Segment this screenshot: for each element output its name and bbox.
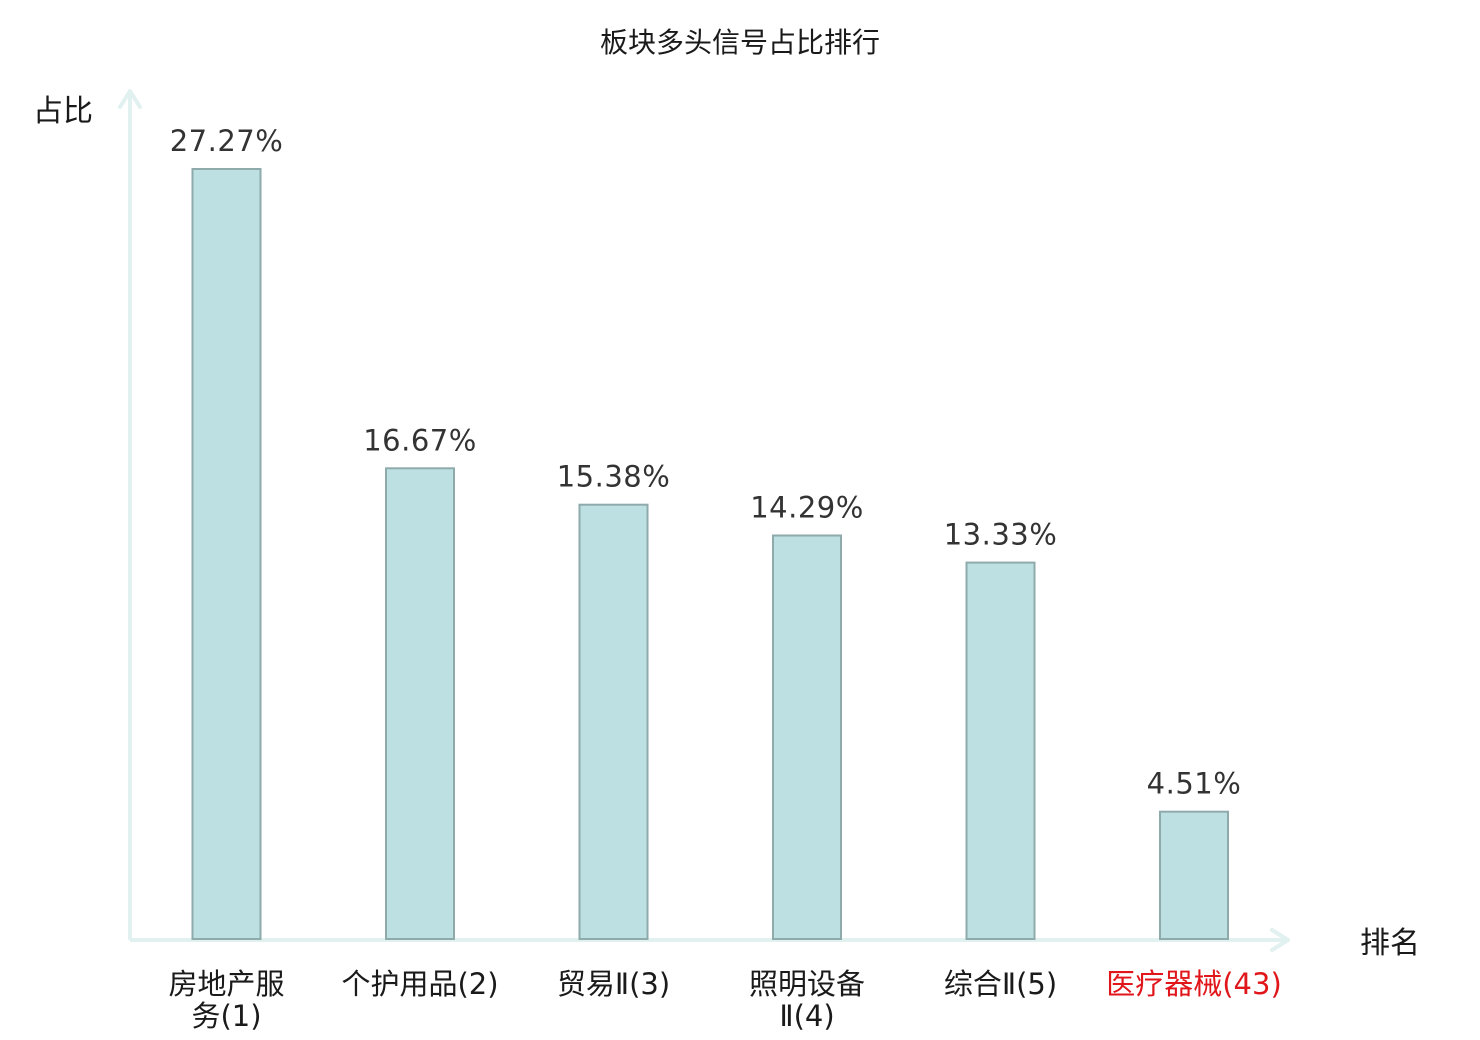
bar: [965, 561, 1036, 940]
data-label: 16.67%: [363, 423, 477, 457]
data-label: 27.27%: [170, 124, 284, 158]
category-label-line: 照明设备: [749, 967, 865, 1001]
category-label-line: 务(1): [191, 999, 261, 1033]
category-label-line: 贸易Ⅱ(3): [557, 967, 670, 1001]
category-label: 贸易Ⅱ(3): [557, 967, 670, 1001]
y-axis-label: 占比: [33, 94, 93, 129]
data-label: 15.38%: [557, 460, 671, 494]
category-labels: 房地产服务(1) 个护用品(2) 贸易Ⅱ(3) 照明设备 Ⅱ(4) 综合Ⅱ(5) 医疗器械(…: [168, 967, 1281, 1033]
bar: [1159, 810, 1229, 941]
category-label: 照明设备 Ⅱ(4): [749, 967, 865, 1033]
x-axis: [130, 928, 1290, 952]
category-label-line: Ⅱ(4): [779, 999, 834, 1033]
data-label: 14.29%: [750, 491, 864, 525]
bar: [191, 168, 262, 940]
chart-title: 板块多头信号占比排行: [600, 26, 880, 59]
bar: [772, 534, 842, 940]
category-label-line: 个护用品(2): [341, 967, 498, 1001]
bars: [191, 168, 1229, 941]
category-label-line: 房地产服: [168, 967, 284, 1001]
category-label: 房地产服务(1): [168, 967, 284, 1033]
bar: [385, 467, 455, 940]
category-label-line: 医疗器械(43): [1106, 967, 1282, 1001]
data-label: 4.51%: [1147, 767, 1242, 801]
data-label: 13.33%: [944, 518, 1058, 552]
y-axis: [118, 89, 142, 940]
data-labels: 27.27% 16.67% 15.38% 14.29% 13.33% 4.51%: [170, 124, 1242, 801]
x-axis-label: 排名: [1360, 926, 1420, 961]
category-label-line: 综合Ⅱ(5): [944, 967, 1057, 1001]
category-label: 医疗器械(43): [1106, 967, 1282, 1001]
bar: [578, 503, 649, 940]
category-label: 综合Ⅱ(5): [944, 967, 1057, 1001]
category-label: 个护用品(2): [341, 967, 498, 1001]
